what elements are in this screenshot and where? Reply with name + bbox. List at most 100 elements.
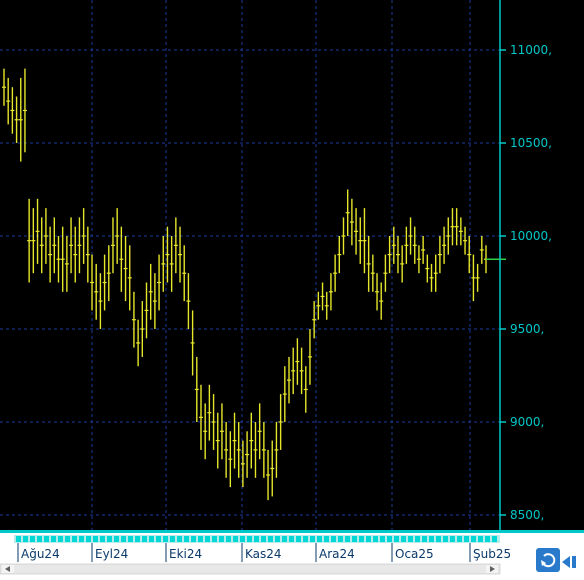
- price-bar: [81, 208, 86, 264]
- price-bar: [383, 254, 388, 292]
- price-bar: [358, 217, 363, 264]
- price-bar: [10, 87, 15, 134]
- time-block: [149, 536, 154, 542]
- price-bar: [127, 245, 132, 311]
- scrollbar-track[interactable]: [0, 563, 501, 575]
- price-bar: [354, 208, 359, 255]
- time-block: [170, 536, 175, 542]
- time-block: [359, 536, 364, 542]
- price-bar: [123, 236, 128, 302]
- price-bar: [475, 263, 480, 292]
- price-bar: [278, 394, 283, 450]
- price-bar: [228, 431, 233, 488]
- x-tick-label: Ağu24: [21, 547, 60, 561]
- price-bar: [362, 208, 367, 274]
- time-block: [422, 536, 427, 542]
- scroll-right-icon[interactable]: [486, 565, 498, 573]
- price-bar: [90, 254, 95, 311]
- price-bar: [56, 236, 61, 283]
- price-bar: [27, 198, 32, 283]
- play-left-icon[interactable]: [562, 556, 576, 568]
- price-bar: [412, 226, 417, 264]
- time-block: [373, 536, 378, 542]
- time-block: [240, 536, 245, 542]
- price-bar: [73, 226, 78, 283]
- price-bar: [77, 217, 82, 274]
- price-bar: [219, 403, 224, 460]
- time-block: [198, 536, 203, 542]
- time-block: [303, 536, 308, 542]
- price-bar: [35, 198, 40, 264]
- time-block: [128, 536, 133, 542]
- price-bar: [224, 422, 229, 478]
- price-bar: [245, 431, 250, 478]
- time-block: [191, 536, 196, 542]
- time-block: [401, 536, 406, 542]
- y-tick-label: 11000,: [510, 43, 552, 57]
- price-bar: [18, 77, 23, 162]
- price-bar: [387, 236, 392, 274]
- time-block: [44, 536, 49, 542]
- price-bar: [215, 412, 220, 469]
- price-bar: [98, 273, 103, 329]
- price-bar: [320, 282, 325, 311]
- time-block: [261, 536, 266, 542]
- time-block: [107, 536, 112, 542]
- time-block: [212, 536, 217, 542]
- price-bar: [395, 236, 400, 274]
- price-bar: [140, 301, 145, 357]
- price-bar: [131, 291, 136, 348]
- price-bar: [152, 273, 157, 329]
- time-block: [429, 536, 434, 542]
- time-block: [457, 536, 462, 542]
- scroll-left-icon[interactable]: [2, 565, 14, 573]
- time-block: [338, 536, 343, 542]
- time-block: [485, 536, 490, 542]
- price-bar: [211, 394, 216, 450]
- time-block: [380, 536, 385, 542]
- price-bar: [148, 263, 153, 320]
- x-tick-label: Ara24: [319, 547, 355, 561]
- price-bar: [312, 301, 317, 339]
- price-bar: [169, 236, 174, 292]
- x-tick-label: Oca25: [395, 547, 434, 561]
- time-block: [310, 536, 315, 542]
- time-block: [16, 536, 21, 542]
- time-block: [72, 536, 77, 542]
- price-bar: [60, 226, 65, 292]
- refresh-icon[interactable]: [536, 548, 560, 572]
- price-bar: [257, 403, 262, 460]
- y-tick-label: 8500,: [510, 508, 544, 522]
- price-bar: [194, 356, 199, 422]
- price-bar: [433, 254, 438, 292]
- time-block: [79, 536, 84, 542]
- time-block: [121, 536, 126, 542]
- price-bar: [458, 217, 463, 246]
- time-block: [345, 536, 350, 542]
- y-axis-ticks: 11000, 10500, 10000, 9500, 9000, 8500,: [500, 43, 552, 522]
- price-bar: [270, 440, 275, 497]
- price-bars: [2, 68, 506, 501]
- time-block: [268, 536, 273, 542]
- time-block: [436, 536, 441, 542]
- price-bar: [307, 329, 312, 385]
- x-tick-label: Kas24: [245, 547, 282, 561]
- time-block: [30, 536, 35, 542]
- price-bar: [110, 217, 115, 274]
- time-block: [450, 536, 455, 542]
- price-bar: [425, 254, 430, 283]
- price-bar: [303, 366, 308, 413]
- time-block: [296, 536, 301, 542]
- time-block: [387, 536, 392, 542]
- price-bar: [391, 226, 396, 264]
- price-bar: [450, 208, 455, 246]
- time-block: [65, 536, 70, 542]
- time-block: [37, 536, 42, 542]
- price-bar: [446, 217, 451, 255]
- price-bar: [161, 236, 166, 292]
- time-block: [177, 536, 182, 542]
- price-bar: [186, 273, 191, 329]
- price-bar: [253, 422, 258, 478]
- price-bar: [442, 226, 447, 264]
